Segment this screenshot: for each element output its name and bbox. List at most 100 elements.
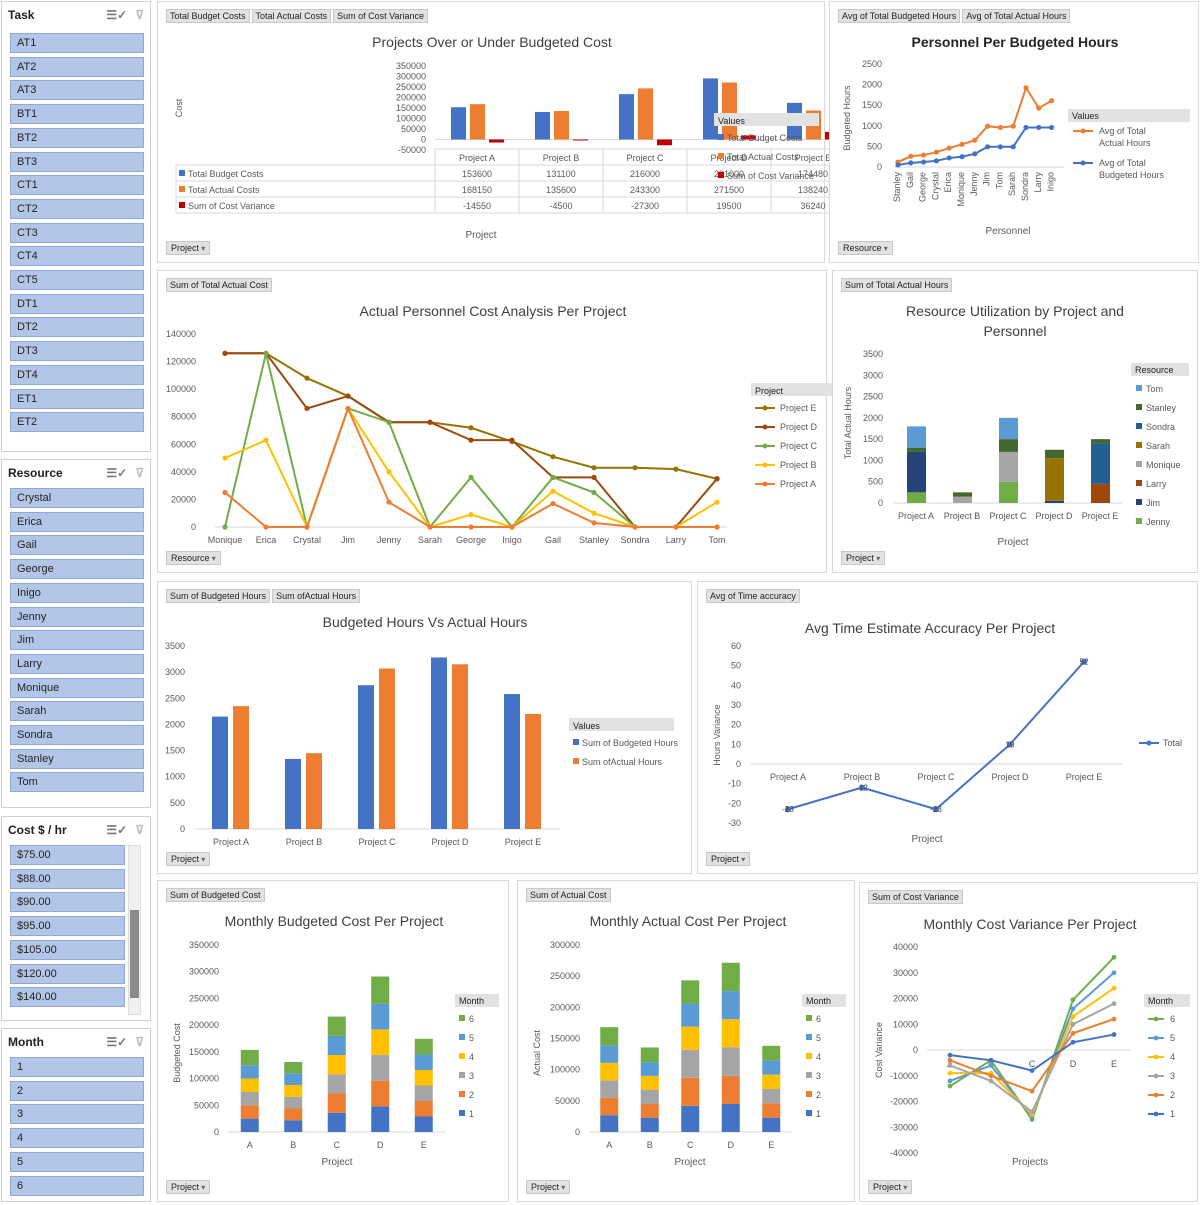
value-field-button[interactable]: Sum of Budgeted Hours bbox=[166, 589, 271, 603]
y-tick-label: 2500 bbox=[862, 59, 882, 69]
y-axis-label: Hours Variance bbox=[712, 704, 722, 765]
axis-field-button[interactable]: Project bbox=[841, 551, 886, 565]
multi-select-icon[interactable]: ☰✓ bbox=[106, 466, 128, 480]
resource-slicer-item[interactable]: Stanley bbox=[10, 748, 144, 769]
table-cell: -14550 bbox=[463, 201, 491, 211]
multi-select-icon[interactable]: ☰✓ bbox=[106, 8, 128, 22]
multi-select-icon[interactable]: ☰✓ bbox=[106, 823, 128, 837]
resource-slicer-item[interactable]: Erica bbox=[10, 511, 144, 532]
task-slicer-item[interactable]: CT5 bbox=[10, 270, 144, 290]
resource-slicer-item[interactable]: Crystal bbox=[10, 488, 144, 508]
resource-slicer-item[interactable]: Inigo bbox=[10, 582, 144, 603]
task-slicer-item[interactable]: ET2 bbox=[10, 412, 144, 433]
cost-slicer-scroll-thumb[interactable] bbox=[130, 910, 139, 998]
resource-slicer-item[interactable]: Jim bbox=[10, 630, 144, 651]
month-slicer-item[interactable]: 4 bbox=[10, 1128, 144, 1149]
task-slicer-item[interactable]: BT3 bbox=[10, 151, 144, 172]
value-field-button[interactable]: Sum of Actual Cost bbox=[526, 888, 611, 902]
clear-filter-icon[interactable]: ⊽ bbox=[135, 8, 144, 22]
axis-field-button[interactable]: Resource bbox=[166, 551, 221, 565]
task-slicer-item[interactable]: DT1 bbox=[10, 293, 144, 314]
axis-field-button[interactable]: Project bbox=[166, 1180, 211, 1194]
axis-field-button[interactable]: Project bbox=[166, 241, 211, 255]
cost-slicer-item[interactable]: $90.00 bbox=[10, 892, 125, 913]
legend-swatch bbox=[573, 758, 579, 764]
axis-field-button[interactable]: Project bbox=[706, 852, 751, 866]
month-slicer-item[interactable]: 3 bbox=[10, 1104, 144, 1125]
value-field-button[interactable]: Avg of Total Budgeted Hours bbox=[838, 9, 961, 23]
month-slicer-item[interactable]: 6 bbox=[10, 1175, 144, 1196]
value-field-button[interactable]: Avg of Time accuracy bbox=[706, 589, 800, 603]
data-point bbox=[1029, 1068, 1035, 1073]
value-field-button[interactable]: Sum of Budgeted Cost bbox=[166, 888, 265, 902]
task-slicer-item[interactable]: DT2 bbox=[10, 317, 144, 338]
legend-marker bbox=[1153, 1073, 1159, 1079]
legend-entry: 3 bbox=[469, 1071, 474, 1081]
legend-entry: Project D bbox=[780, 422, 818, 432]
stacked-bar-segment bbox=[640, 1047, 659, 1063]
value-field-button[interactable]: Total Budget Costs bbox=[166, 9, 250, 23]
y-tick-label: 250000 bbox=[189, 993, 219, 1003]
stacked-bar-segment bbox=[999, 439, 1018, 452]
cost-slicer-item[interactable]: $75.00 bbox=[10, 845, 125, 865]
y-tick-label: -20000 bbox=[890, 1097, 918, 1107]
resource-slicer-item[interactable]: George bbox=[10, 559, 144, 580]
stacked-bar-segment bbox=[1091, 483, 1110, 503]
value-field-button[interactable]: Sum of Total Actual Hours bbox=[841, 278, 953, 292]
clear-filter-icon[interactable]: ⊽ bbox=[135, 466, 144, 480]
panel-personnel-budgeted-hours: Personnel Per Budgeted Hours 2500 2000 1500… bbox=[829, 1, 1199, 263]
y-axis-label: Budgeted Cost bbox=[172, 1023, 182, 1083]
multi-select-icon[interactable]: ☰✓ bbox=[106, 1035, 128, 1049]
task-slicer-item[interactable]: AT1 bbox=[10, 33, 144, 53]
cost-slicer-item[interactable]: $120.00 bbox=[10, 963, 125, 984]
task-slicer-item[interactable]: BT2 bbox=[10, 127, 144, 148]
legend-entry: 4 bbox=[816, 1052, 821, 1062]
task-slicer-item[interactable]: CT4 bbox=[10, 246, 144, 267]
value-field-button[interactable]: Avg of Total Actual Hours bbox=[962, 9, 1071, 23]
cost-slicer-item[interactable]: $140.00 bbox=[10, 987, 125, 1008]
resource-slicer-item[interactable]: Monique bbox=[10, 677, 144, 698]
task-slicer-item[interactable]: DT4 bbox=[10, 364, 144, 385]
month-slicer-item[interactable]: 5 bbox=[10, 1151, 144, 1172]
axis-field-button[interactable]: Project bbox=[526, 1180, 571, 1194]
legend-entry: Project C bbox=[780, 441, 818, 451]
task-slicer-item[interactable]: CT1 bbox=[10, 175, 144, 196]
cost-slicer-item[interactable]: $88.00 bbox=[10, 868, 125, 889]
cost-slicer-item[interactable]: $95.00 bbox=[10, 916, 125, 937]
task-slicer-item[interactable]: ET1 bbox=[10, 388, 144, 409]
resource-slicer-item[interactable]: Sondra bbox=[10, 725, 144, 745]
month-slicer-item[interactable]: 2 bbox=[10, 1080, 144, 1101]
x-tick-label: Project C bbox=[626, 153, 664, 163]
data-point bbox=[946, 145, 952, 151]
clear-filter-icon[interactable]: ⊽ bbox=[135, 823, 144, 837]
axis-field-button[interactable]: Resource bbox=[838, 241, 893, 255]
resource-slicer-item[interactable]: Jenny bbox=[10, 606, 144, 627]
axis-field-button[interactable]: Project bbox=[166, 852, 211, 866]
task-slicer-item[interactable]: AT3 bbox=[10, 80, 144, 101]
x-tick-label: Sondra bbox=[620, 535, 649, 545]
y-tick-label: 0 bbox=[214, 1127, 219, 1137]
task-slicer-item[interactable]: CT2 bbox=[10, 198, 144, 219]
task-slicer-item[interactable]: CT3 bbox=[10, 222, 144, 243]
resource-slicer-item[interactable]: Gail bbox=[10, 535, 144, 556]
cost-slicer-scrollbar[interactable] bbox=[128, 845, 141, 1015]
axis-field-button[interactable]: Project bbox=[868, 1180, 913, 1194]
value-field-button[interactable]: Sum of Cost Variance bbox=[868, 890, 963, 904]
value-field-button[interactable]: Total Actual Costs bbox=[251, 9, 332, 23]
month-slicer-item[interactable]: 1 bbox=[10, 1057, 144, 1077]
task-slicer-item[interactable]: BT1 bbox=[10, 104, 144, 125]
stacked-bar-segment bbox=[681, 1105, 700, 1132]
value-field-button[interactable]: Sum of Total Actual Cost bbox=[166, 278, 272, 292]
value-field-button[interactable]: Sum ofActual Hours bbox=[272, 589, 361, 603]
clear-filter-icon[interactable]: ⊽ bbox=[135, 1035, 144, 1049]
field-buttons: Sum of Total Actual Hours bbox=[841, 278, 953, 292]
task-slicer-item[interactable]: AT2 bbox=[10, 56, 144, 77]
value-field-button[interactable]: Sum of Cost Variance bbox=[333, 9, 428, 23]
table-cell: 271500 bbox=[714, 185, 744, 195]
cost-slicer-item[interactable]: $105.00 bbox=[10, 939, 125, 960]
task-slicer-item[interactable]: DT3 bbox=[10, 341, 144, 362]
resource-slicer-item[interactable]: Sarah bbox=[10, 701, 144, 722]
resource-slicer-item[interactable]: Tom bbox=[10, 772, 144, 793]
legend-entry: 2 bbox=[1170, 1090, 1175, 1100]
resource-slicer-item[interactable]: Larry bbox=[10, 653, 144, 674]
